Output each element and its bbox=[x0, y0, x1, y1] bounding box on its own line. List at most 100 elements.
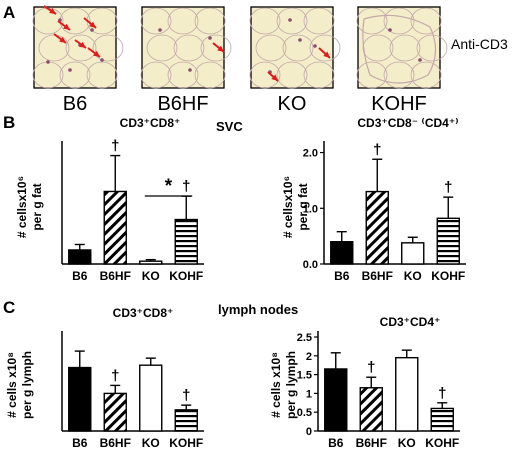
bar-b6 bbox=[330, 241, 354, 265]
significance-asterisk: * bbox=[165, 176, 173, 197]
nucleus-dot bbox=[46, 60, 50, 64]
bar-b6 bbox=[68, 366, 92, 432]
y-tick-label: 0.5 bbox=[297, 407, 312, 419]
chart-title: CD3⁺CD4⁺ bbox=[380, 315, 441, 329]
x-tick-label: KOHF bbox=[425, 436, 459, 450]
significance-dagger: † bbox=[444, 179, 452, 196]
y-tick-label: 1 bbox=[306, 388, 312, 400]
x-tick-label: B6 bbox=[334, 269, 350, 283]
red-arrow-icon bbox=[267, 71, 279, 82]
nucleus-dot bbox=[208, 36, 212, 40]
adipocyte-outlines bbox=[32, 7, 124, 89]
micrograph-ko: KO bbox=[249, 6, 341, 115]
bar-ko bbox=[401, 242, 425, 265]
y-tick-label: 0 bbox=[306, 426, 312, 438]
bar-ko bbox=[139, 364, 163, 432]
nucleus-dot bbox=[68, 68, 72, 72]
chart-title: CD3⁺CD8⁺ bbox=[120, 116, 181, 130]
adipocyte-outlines bbox=[140, 7, 232, 89]
y-tick-label: 2.5 bbox=[297, 332, 312, 344]
significance-dagger: † bbox=[438, 385, 446, 402]
bar-b6hf bbox=[365, 190, 389, 265]
y-tick-label: 2.0 bbox=[303, 148, 318, 160]
x-tick-label: KO bbox=[404, 269, 422, 283]
adipocyte-outlines bbox=[249, 7, 341, 89]
x-tick-label: KOHF bbox=[169, 269, 203, 283]
bar-charts: CD3⁺CD8⁺ # cellsx10⁶per g fat B6 † B6HF KO † KO… bbox=[5, 116, 466, 450]
y-axis-label: # cells x10⁸per g lymph bbox=[269, 351, 298, 419]
chart-title: CD3⁺CD8⁺ bbox=[113, 306, 174, 320]
micrograph-label: B6 bbox=[63, 93, 87, 115]
panel-c-letter: C bbox=[3, 298, 15, 317]
micrograph-b6hf: B6HF bbox=[140, 6, 232, 115]
bar-chart-1: CD3⁺CD8⁺ # cellsx10⁶per g fat B6 † B6HF KO † KO… bbox=[15, 116, 204, 283]
bar-chart-3: CD3⁺CD8⁺ # cells x10⁸per g lymph B6 † B6HF KO… bbox=[5, 306, 204, 450]
micrograph-label: KOHF bbox=[371, 93, 427, 115]
bar-ko bbox=[139, 260, 163, 265]
x-tick-label: KOHF bbox=[431, 269, 465, 283]
red-arrow-icon bbox=[212, 42, 225, 53]
x-tick-label: KOHF bbox=[169, 436, 203, 450]
bar-b6hf bbox=[103, 392, 127, 432]
bar-kohf bbox=[430, 407, 454, 432]
bar-b6 bbox=[68, 249, 92, 265]
bar-kohf bbox=[174, 409, 198, 432]
bar-kohf bbox=[436, 217, 460, 265]
micrograph-row: B6 B6HF KO KOHF bbox=[32, 5, 448, 115]
nucleus-dot bbox=[313, 44, 317, 48]
significance-dagger: † bbox=[182, 178, 190, 195]
nucleus-dot bbox=[188, 68, 192, 72]
nucleus-dot bbox=[298, 38, 302, 42]
micrograph-label: B6HF bbox=[157, 93, 208, 115]
x-tick-label: KO bbox=[142, 436, 160, 450]
nucleus-dot bbox=[418, 58, 422, 62]
bar-b6hf bbox=[359, 387, 383, 432]
x-tick-label: B6HF bbox=[100, 269, 131, 283]
nucleus-dot bbox=[90, 28, 94, 32]
nucleus-dot bbox=[158, 28, 162, 32]
red-arrow-icon bbox=[43, 5, 57, 15]
x-tick-label: B6 bbox=[72, 436, 88, 450]
micrograph-kohf: KOHF bbox=[356, 6, 448, 115]
y-tick-label: 1.5 bbox=[297, 370, 312, 382]
x-tick-label: B6HF bbox=[100, 436, 131, 450]
x-tick-label: B6HF bbox=[356, 436, 387, 450]
x-tick-label: KO bbox=[142, 269, 160, 283]
red-arrow-icon bbox=[318, 47, 331, 59]
y-axis-label: # cellsx10⁶per g fat bbox=[281, 176, 310, 238]
x-tick-label: B6 bbox=[328, 436, 344, 450]
x-tick-label: KO bbox=[398, 436, 416, 450]
nucleus-dot bbox=[288, 18, 292, 22]
x-tick-label: B6HF bbox=[362, 269, 393, 283]
micrograph-label: KO bbox=[278, 93, 307, 115]
y-tick-label: 1.0 bbox=[303, 203, 318, 215]
red-arrow-icon bbox=[87, 47, 101, 58]
red-arrow-icon bbox=[83, 17, 97, 29]
bar-b6hf bbox=[103, 190, 127, 265]
y-axis-label: # cells x10⁸per g lymph bbox=[5, 351, 34, 419]
chart-title: CD3⁺CD8⁻ ⁽CD4⁺⁾ bbox=[357, 116, 458, 130]
red-arrow-icon bbox=[74, 39, 87, 49]
nucleus-dot bbox=[100, 58, 104, 62]
svc-label: SVC bbox=[216, 119, 243, 134]
micrograph-b6: B6 bbox=[32, 5, 124, 115]
bar-chart-2: CD3⁺CD8⁻ ⁽CD4⁺⁾ # cellsx10⁶per g fat 0.0 1.… bbox=[281, 116, 466, 283]
y-tick-label: 2 bbox=[306, 351, 312, 363]
significance-dagger: † bbox=[111, 367, 119, 384]
bar-kohf bbox=[174, 218, 198, 265]
red-arrow-icon bbox=[57, 20, 71, 31]
significance-dagger: † bbox=[182, 387, 190, 404]
bar-chart-4: CD3⁺CD4⁺ # cells x10⁸per g lymph 0 0.5 1 1.5 2… bbox=[269, 315, 460, 450]
nucleus-dot bbox=[388, 28, 392, 32]
panel-b-letter: B bbox=[3, 113, 15, 132]
y-tick-label: 0.0 bbox=[303, 259, 318, 271]
y-axis-label: # cellsx10⁶per g fat bbox=[15, 176, 44, 238]
lymph-nodes-label: lymph nodes bbox=[218, 302, 298, 317]
bar-b6 bbox=[324, 368, 348, 432]
significance-dagger: † bbox=[367, 359, 375, 376]
x-tick-label: B6 bbox=[72, 269, 88, 283]
red-arrow-icon bbox=[53, 33, 67, 44]
significance-dagger: † bbox=[111, 138, 119, 155]
bar-ko bbox=[395, 356, 419, 432]
stain-label: Anti-CD3 bbox=[451, 36, 508, 52]
